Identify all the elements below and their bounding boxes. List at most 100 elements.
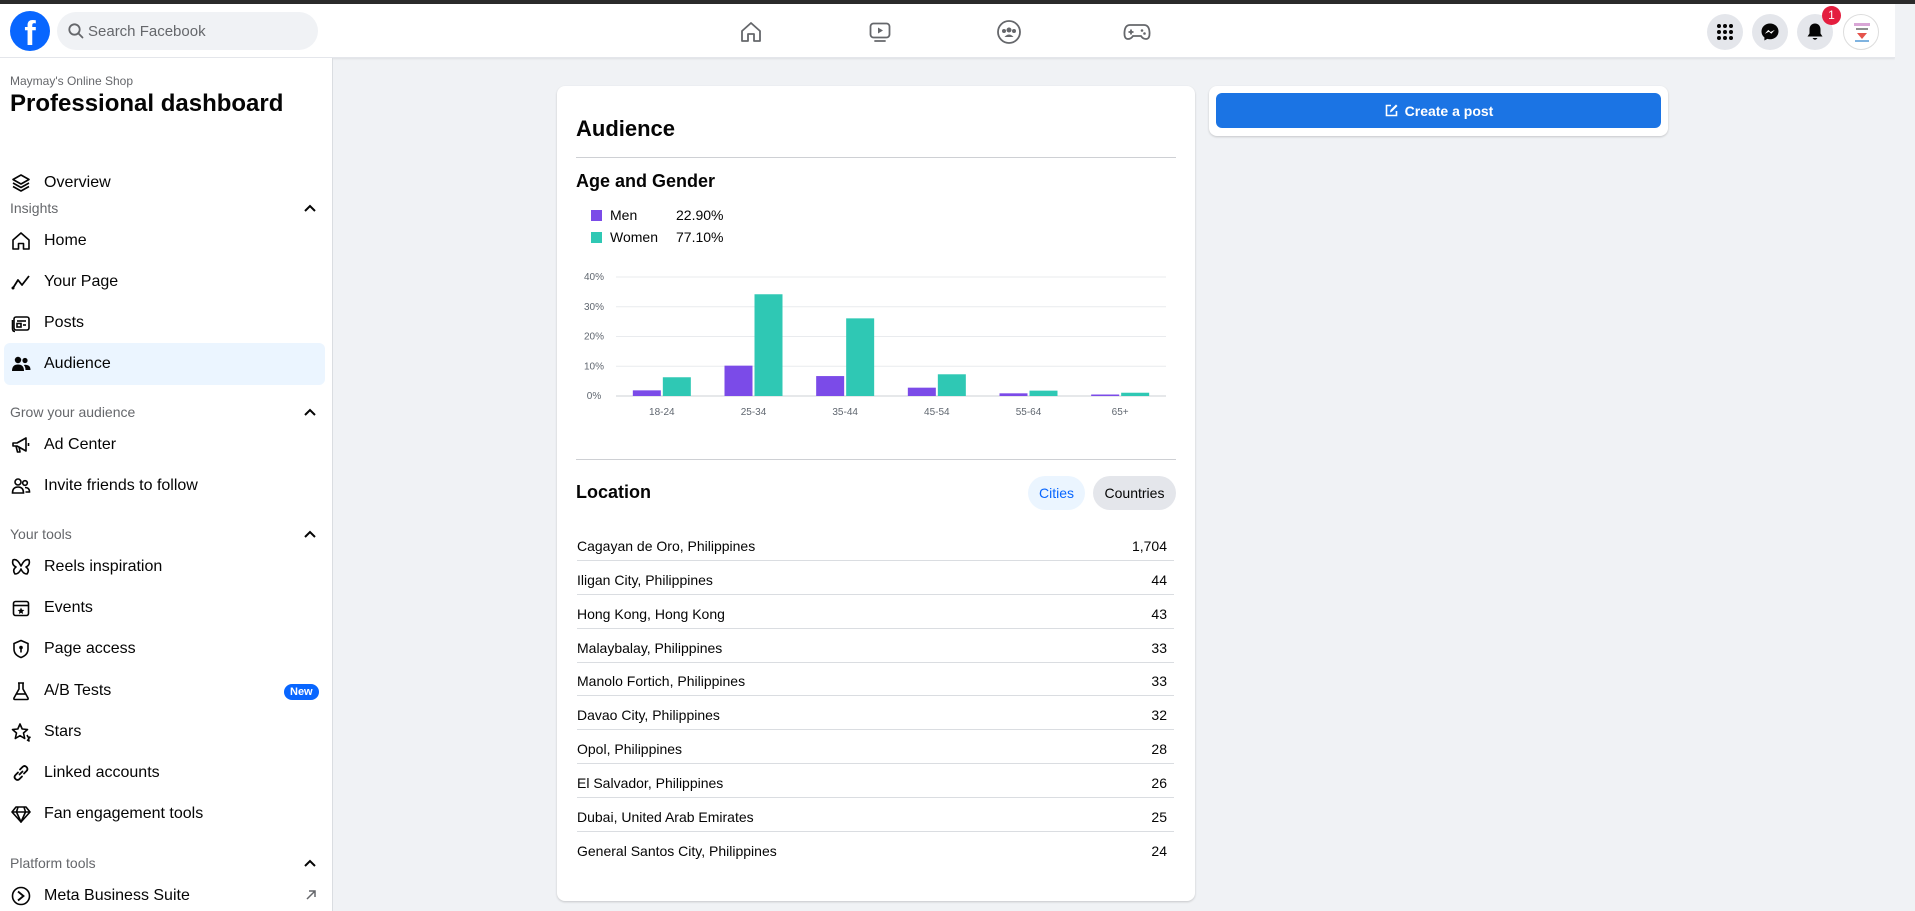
x-tick-label: 35-44 xyxy=(832,407,858,418)
location-row: Iligan City, Philippines 44 xyxy=(577,561,1174,595)
posts-icon xyxy=(10,312,32,334)
location-row: El Salvador, Philippines 26 xyxy=(577,764,1174,798)
page-title: Professional dashboard xyxy=(10,90,284,117)
tab-cities[interactable]: Cities xyxy=(1028,476,1085,510)
home-icon[interactable] xyxy=(731,12,771,52)
location-value: 26 xyxy=(1151,774,1167,791)
sidebar-item-label: Audience xyxy=(44,355,111,372)
location-name: Dubai, United Arab Emirates xyxy=(577,808,754,825)
page-scrollbar[interactable] xyxy=(1895,4,1915,911)
page-owner-name[interactable]: Maymay's Online Shop xyxy=(10,74,134,88)
chevron-up-icon[interactable] xyxy=(304,859,316,867)
location-value: 32 xyxy=(1151,707,1167,724)
location-name: Cagayan de Oro, Philippines xyxy=(577,538,756,554)
butterfly-icon xyxy=(10,556,32,578)
sidebar-item-invite-friends[interactable]: Invite friends to follow xyxy=(4,465,325,507)
sidebar-item-audience[interactable]: Audience xyxy=(4,343,325,385)
sidebar-item-label: A/B Tests xyxy=(44,682,112,699)
y-tick-label: 40% xyxy=(584,272,604,283)
sidebar-item-your-page[interactable]: Your Page xyxy=(4,261,325,303)
search-input[interactable] xyxy=(88,12,308,50)
sidebar-item-label: Linked accounts xyxy=(44,764,160,781)
tab-countries[interactable]: Countries xyxy=(1093,476,1176,510)
sidebar-item-label: Home xyxy=(44,232,87,249)
menu-grid-icon[interactable] xyxy=(1707,14,1743,50)
diamond-icon xyxy=(10,803,32,825)
bar-women-55-64[interactable] xyxy=(1029,390,1058,396)
location-row: General Santos City, Philippines 24 xyxy=(577,832,1174,866)
chevron-up-icon[interactable] xyxy=(304,204,316,212)
chevron-up-icon[interactable] xyxy=(304,530,316,538)
search-box[interactable] xyxy=(57,12,318,50)
location-title: Location xyxy=(576,482,651,502)
calendar-star-icon xyxy=(10,597,32,619)
section-header-grow-audience: Grow your audience xyxy=(10,404,136,420)
chevron-up-icon[interactable] xyxy=(304,408,316,416)
sidebar-item-label: Ad Center xyxy=(44,436,117,453)
sidebar-item-meta-business-suite[interactable]: Meta Business Suite xyxy=(4,875,325,911)
create-post-panel: Create a post xyxy=(1209,86,1668,136)
facebook-logo-icon[interactable]: f xyxy=(10,11,50,51)
location-name: Hong Kong, Hong Kong xyxy=(577,605,725,622)
x-tick-label: 45-54 xyxy=(924,407,950,418)
location-name: Davao City, Philippines xyxy=(577,707,720,724)
age-gender-chart: 0% 10% 20% 30% 40% 18-24 25-34 35-44 45-54 55-64 6… xyxy=(584,272,1166,418)
bar-women-45-54[interactable] xyxy=(937,374,966,396)
messenger-icon[interactable] xyxy=(1752,14,1788,50)
legend-women: Women 77.10% xyxy=(591,228,723,246)
bar-men-25-34[interactable] xyxy=(724,365,753,396)
legend-label: Men xyxy=(610,207,638,223)
audience-card: Audience Age and Gender Men 22.90% Women… xyxy=(557,86,1195,901)
sidebar-item-label: Fan engagement tools xyxy=(44,805,204,822)
sidebar-item-events[interactable]: Events xyxy=(4,587,325,629)
location-value: 43 xyxy=(1151,605,1167,622)
bar-women-25-34[interactable] xyxy=(754,294,783,396)
sidebar-item-reels-inspiration[interactable]: Reels inspiration xyxy=(4,546,325,588)
sidebar-item-posts[interactable]: Posts xyxy=(4,302,325,344)
location-value: 33 xyxy=(1151,673,1167,690)
sidebar-item-label: Posts xyxy=(44,314,85,331)
groups-icon[interactable] xyxy=(989,12,1029,52)
bar-men-35-44[interactable] xyxy=(816,376,845,396)
gaming-icon[interactable] xyxy=(1117,12,1157,52)
location-row: Malaybalay, Philippines 33 xyxy=(577,629,1174,663)
create-post-button[interactable]: Create a post xyxy=(1216,93,1661,128)
bar-men-45-54[interactable] xyxy=(907,387,936,396)
section-header-your-tools: Your tools xyxy=(10,526,72,542)
sidebar-item-ab-tests[interactable]: A/B Tests New xyxy=(4,670,325,712)
sidebar-item-label: Overview xyxy=(44,174,111,191)
sidebar-item-page-access[interactable]: Page access xyxy=(4,628,325,670)
location-name: Opol, Philippines xyxy=(577,741,683,758)
sidebar-item-home[interactable]: Home xyxy=(4,220,325,262)
sidebar-item-overview[interactable]: Overview xyxy=(4,162,325,204)
video-icon[interactable] xyxy=(860,12,900,52)
location-row: Cagayan de Oro, Philippines 1,704 xyxy=(577,527,1174,561)
link-icon xyxy=(10,762,32,784)
bar-men-65+[interactable] xyxy=(1091,394,1120,396)
location-row: Manolo Fortich, Philippines 33 xyxy=(577,662,1174,697)
legend-men: Men 22.90% xyxy=(591,206,723,224)
location-row: Davao City, Philippines 32 xyxy=(577,696,1174,731)
profile-avatar[interactable] xyxy=(1843,14,1879,50)
people-icon xyxy=(10,353,32,375)
beaker-icon xyxy=(10,680,32,702)
trend-line-icon xyxy=(10,271,32,293)
bar-women-65+[interactable] xyxy=(1121,392,1150,396)
notification-count-badge: 1 xyxy=(1822,6,1841,25)
edit-icon xyxy=(1385,104,1398,117)
location-value: 1,704 xyxy=(1131,538,1167,554)
sidebar-item-linked-accounts[interactable]: Linked accounts xyxy=(4,752,325,794)
x-tick-label: 25-34 xyxy=(741,407,767,418)
sidebar-item-ad-center[interactable]: Ad Center xyxy=(4,424,325,466)
sidebar-item-fan-engagement[interactable]: Fan engagement tools xyxy=(4,793,325,835)
sidebar-item-stars[interactable]: Stars xyxy=(4,711,325,753)
bar-men-18-24[interactable] xyxy=(632,390,661,396)
bar-men-55-64[interactable] xyxy=(999,393,1028,396)
y-tick-label: 10% xyxy=(584,361,604,372)
bar-women-18-24[interactable] xyxy=(662,377,691,396)
location-name: El Salvador, Philippines xyxy=(577,774,724,791)
bar-women-35-44[interactable] xyxy=(846,318,875,396)
home-outline-icon xyxy=(10,230,32,252)
search-icon xyxy=(68,23,84,39)
sidebar-item-label: Stars xyxy=(44,723,82,740)
